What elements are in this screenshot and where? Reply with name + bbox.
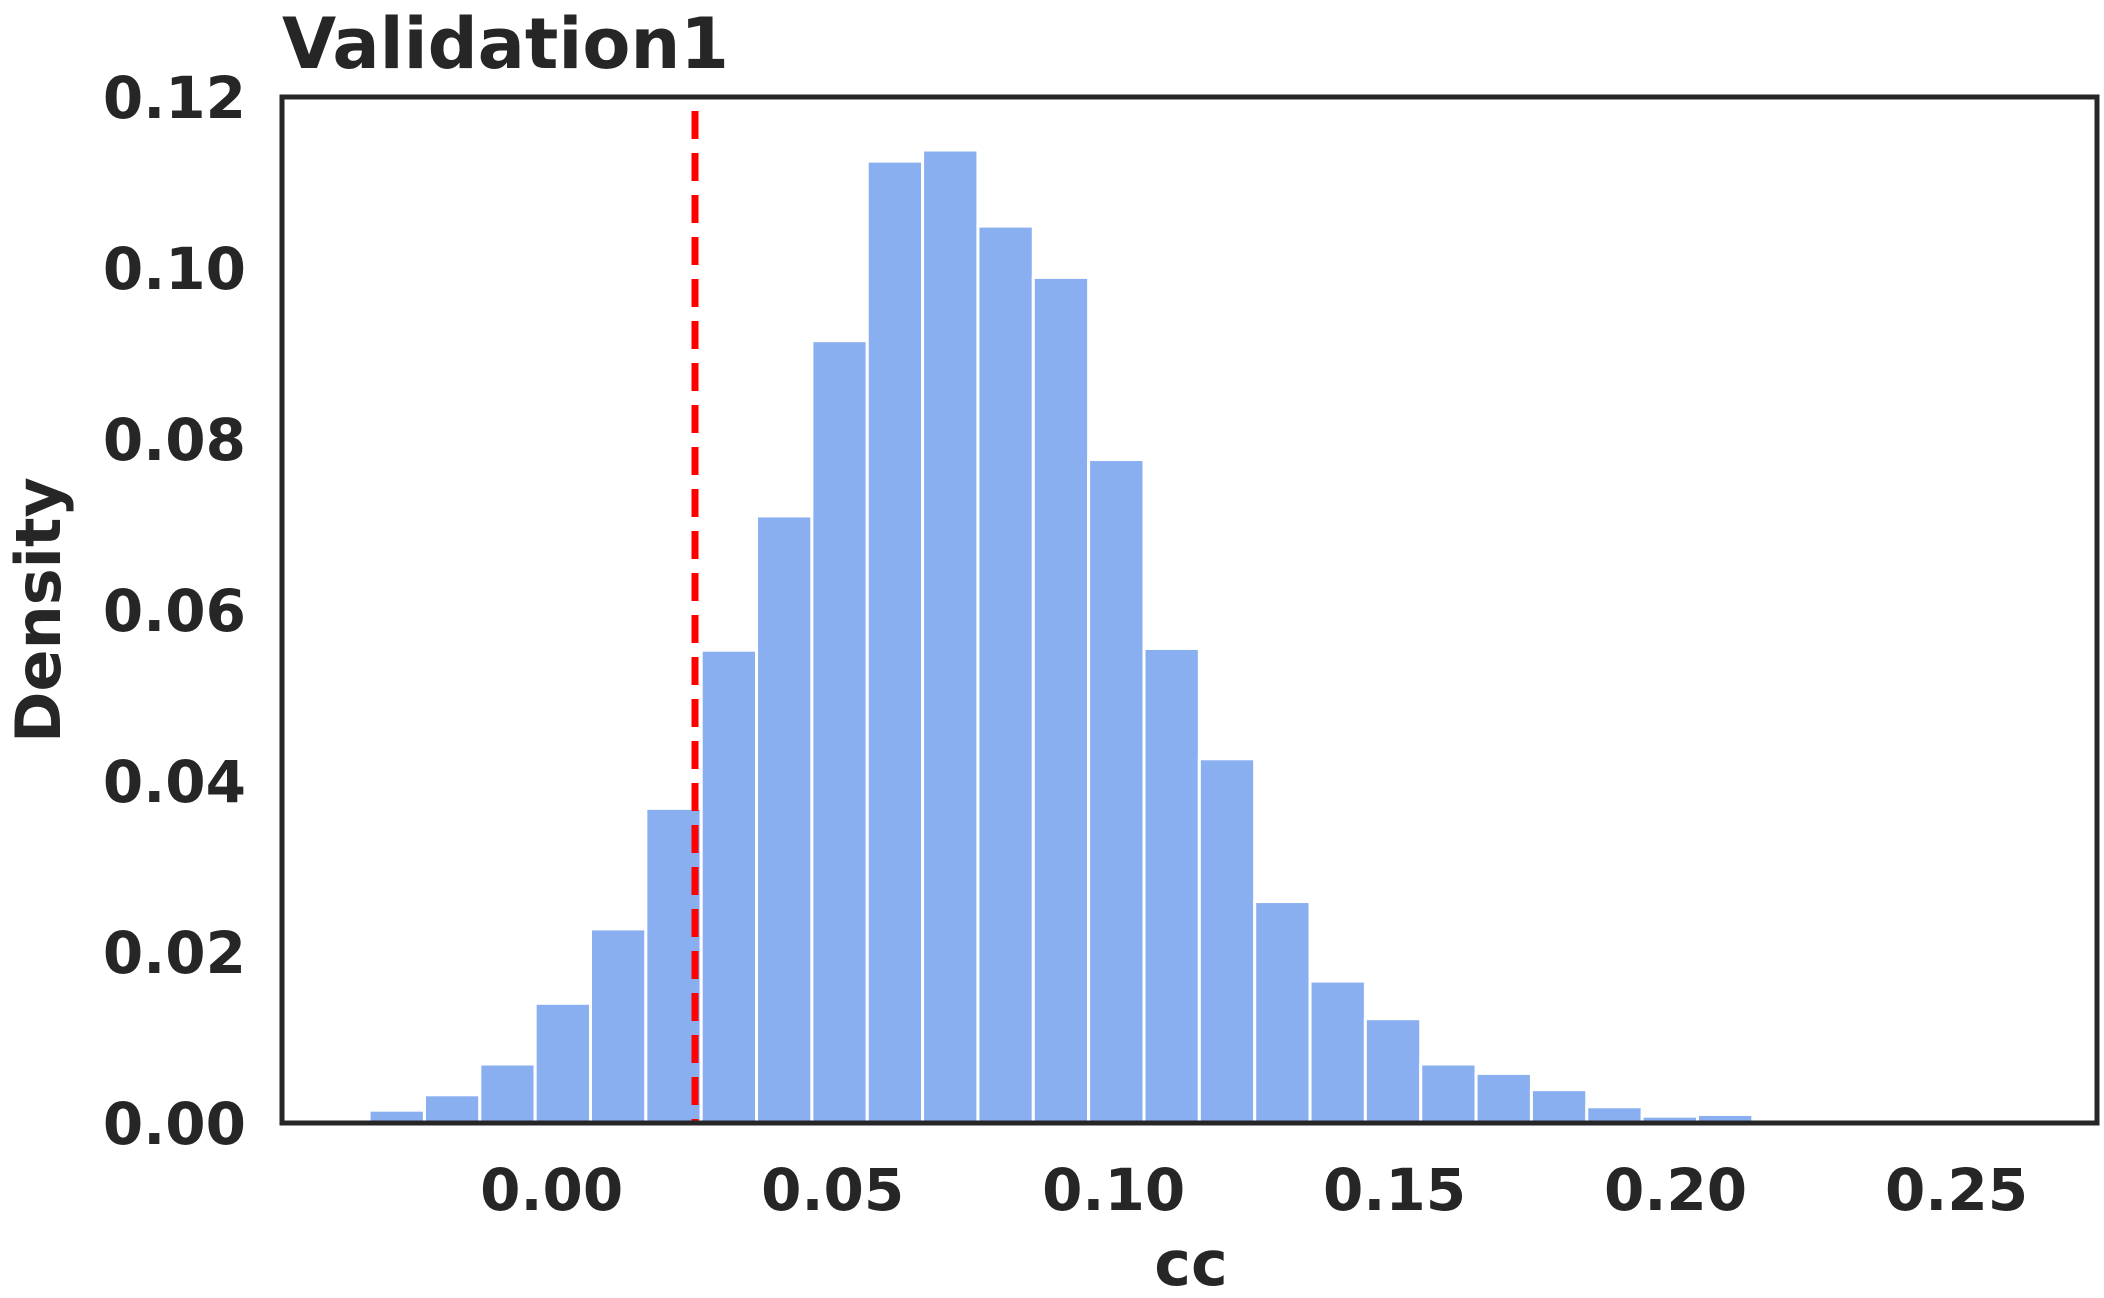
histogram-bar [699,648,759,1125]
x-tick-label: 0.00 [480,1156,623,1224]
histogram-bar [533,1001,592,1125]
histogram-bar [921,148,980,1125]
x-tick-label: 0.25 [1885,1156,2028,1224]
histogram-bar [478,1062,537,1125]
x-axis-label: cc [1154,1227,1228,1298]
histogram-bar [1419,1062,1478,1125]
histogram-bar [1529,1088,1589,1125]
x-tick-label: 0.15 [1323,1156,1466,1224]
chart-title: Validation1 [282,3,729,85]
x-tick-label: 0.10 [1042,1156,1185,1224]
histogram-bar [865,159,925,1125]
x-tick-label: 0.05 [761,1156,904,1224]
x-axis-ticks: 0.00 0.05 0.10 0.15 0.20 0.25 [480,1156,2028,1224]
plot-frame [279,94,2100,1126]
histogram-bars [367,148,1755,1125]
histogram-bar [1197,757,1257,1125]
histogram-bar [1142,646,1201,1125]
y-tick-label: 0.10 [103,235,246,303]
histogram-bar [1474,1071,1533,1125]
histogram-bar [1363,1017,1423,1125]
histogram-bar [1031,275,1091,1125]
histogram-bar [422,1093,482,1125]
histogram-bar [1308,979,1367,1125]
histogram-bar [755,514,814,1125]
y-tick-label: 0.00 [103,1090,246,1158]
y-tick-label: 0.06 [103,577,246,645]
y-tick-label: 0.08 [103,406,246,474]
y-axis-label: Density [2,477,75,743]
y-tick-label: 0.12 [103,64,246,132]
y-tick-label: 0.02 [103,919,246,987]
y-axis-ticks: 0.00 0.02 0.04 0.06 0.08 0.10 0.12 [103,64,246,1158]
histogram-bar [810,339,869,1125]
y-tick-label: 0.04 [103,748,246,816]
histogram-bar [1253,900,1312,1125]
histogram-bar [588,927,648,1125]
histogram-bar [976,224,1035,1125]
histogram-bar [1087,458,1146,1125]
x-tick-label: 0.20 [1604,1156,1747,1224]
